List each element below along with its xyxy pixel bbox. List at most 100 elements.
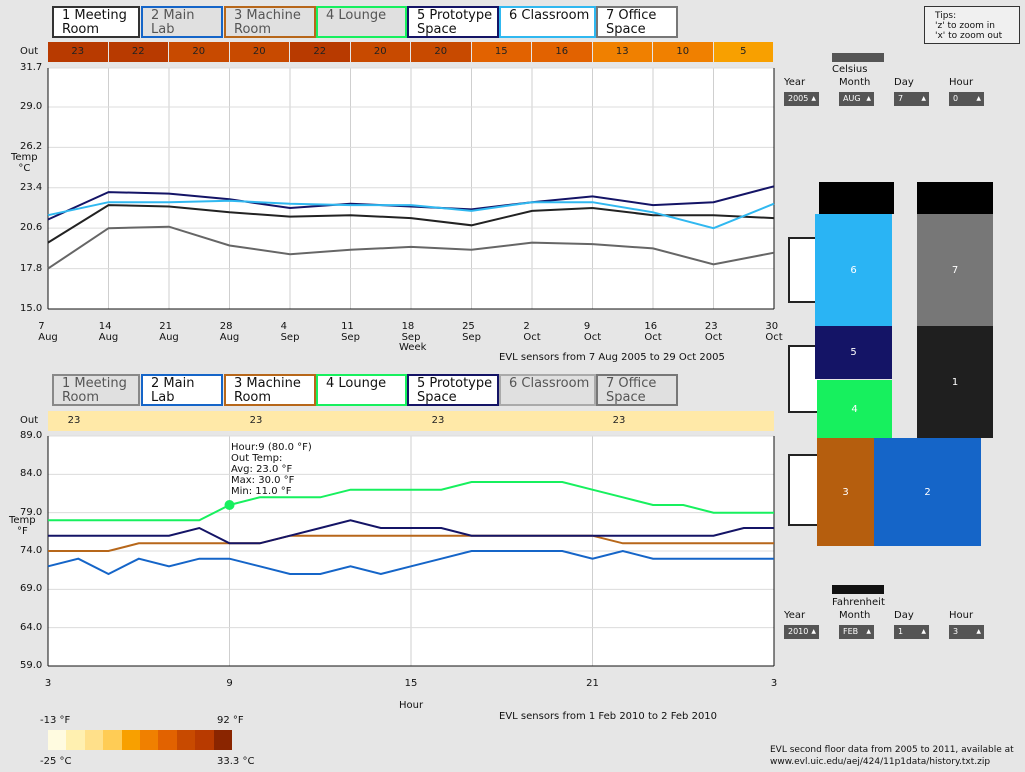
room-6[interactable]: 6 [815, 214, 892, 326]
room-6-label: 6 [850, 264, 857, 276]
y-tick-label: 59.0 [20, 660, 43, 671]
footer-line1: EVL second floor data from 2005 to 2011,… [770, 745, 1014, 755]
series-line-5-prototype-space[interactable] [48, 519, 774, 545]
celsius-bar [832, 53, 884, 62]
scale-swatch [48, 730, 67, 750]
room-7[interactable]: 7 [917, 214, 993, 326]
room-5[interactable]: 5 [815, 326, 892, 379]
y-tick-label: 69.0 [20, 583, 43, 595]
top-y-label: Temp °C [11, 152, 38, 174]
bottom-out-label: Out [20, 415, 39, 426]
series-line-3-machine-room[interactable] [48, 534, 774, 552]
floor-left-annex-1 [788, 237, 820, 303]
tooltip-avg: Avg: 23.0 °F [231, 464, 293, 475]
top-out-cell: 5 [713, 42, 773, 62]
tooltip-hour: Hour:9 (80.0 °F) [231, 442, 312, 453]
bottom-day-select[interactable]: 1 [894, 625, 929, 639]
y-tick-label: 31.7 [20, 62, 43, 73]
bottom-out-cell: 23 [67, 415, 81, 426]
bottom-year-select[interactable]: 2010 [784, 625, 819, 639]
top-year-select[interactable]: 2005 [784, 92, 819, 106]
x-tick-label: 30 Oct [765, 321, 783, 343]
bottom-tab-6[interactable]: 6 Classroom [499, 374, 596, 406]
scale-swatch [103, 730, 122, 750]
x-tick-label: 14 Aug [98, 321, 119, 343]
room-1[interactable]: 1 [917, 326, 993, 438]
x-tick-label: 9 [226, 678, 233, 689]
top-out-cell: 20 [229, 42, 289, 62]
top-month-select[interactable]: AUG [839, 92, 874, 106]
top-out-cell: 13 [592, 42, 652, 62]
y-tick-label: 17.8 [20, 262, 43, 274]
series-line-6-classroom[interactable] [47, 199, 775, 230]
top-tab-5[interactable]: 5 Prototype Space [407, 6, 499, 38]
x-tick-label: 16 Oct [644, 321, 662, 343]
bottom-tab-3[interactable]: 3 Machine Room [224, 374, 316, 406]
y-tick-label: 15.0 [20, 303, 43, 314]
x-tick-label: 21 [586, 678, 599, 689]
bottom-tab-7[interactable]: 7 Office Space [596, 374, 678, 406]
top-month-label: Month [839, 77, 871, 88]
y-tick-label: 23.4 [20, 181, 43, 193]
color-scale [48, 730, 232, 750]
tips-line1: 'z' to zoom in [935, 21, 995, 31]
x-tick-label: 7 Aug [38, 321, 58, 343]
room-1-label: 1 [951, 376, 959, 388]
top-tab-3[interactable]: 3 Machine Room [224, 6, 316, 38]
x-tick-label: 11 Sep [341, 321, 360, 343]
top-tab-2[interactable]: 2 Main Lab [141, 6, 223, 38]
room-3[interactable]: 3 [817, 438, 874, 546]
scale-swatch [66, 730, 85, 750]
floor-top-bar-right [917, 182, 993, 214]
tips-box: Tips: 'z' to zoom in 'x' to zoom out [924, 6, 1020, 44]
top-hour-select[interactable]: 0 [949, 92, 984, 106]
footer-line2: www.evl.uic.edu/aej/424/11p1data/history… [770, 757, 991, 767]
series-line-7-office-space[interactable] [47, 225, 775, 270]
bottom-out-cell: 23 [612, 415, 626, 426]
scale-swatch [158, 730, 177, 750]
room-4-label: 4 [851, 403, 858, 415]
bottom-tab-5[interactable]: 5 Prototype Space [407, 374, 499, 406]
fahrenheit-bar [832, 585, 884, 594]
top-out-strip: 23 22 20 20 22 20 20 15 16 13 10 5 [48, 42, 774, 62]
room-7-label: 7 [951, 264, 959, 276]
tooltip-out: Out Temp: [231, 453, 283, 464]
top-tab-6[interactable]: 6 Classroom [499, 6, 596, 38]
room-4[interactable]: 4 [817, 380, 892, 438]
room-5-label: 5 [850, 347, 857, 358]
y-tick-label: 74.0 [20, 545, 43, 556]
room-3-label: 3 [842, 486, 849, 498]
top-out-cell: 20 [411, 42, 471, 62]
top-tab-1[interactable]: 1 Meeting Room [52, 6, 140, 38]
room-2[interactable]: 2 [874, 438, 981, 546]
bottom-day-label: Day [894, 610, 914, 621]
bottom-tab-2[interactable]: 2 Main Lab [141, 374, 223, 406]
room-2-label: 2 [924, 486, 931, 498]
series-line-5-prototype-space[interactable] [47, 185, 775, 221]
scale-swatch [213, 730, 232, 750]
y-tick-label: 29.0 [20, 100, 43, 112]
celsius-label: Celsius [832, 64, 868, 75]
top-out-cell: 22 [108, 42, 168, 62]
top-out-cell: 20 [350, 42, 410, 62]
x-tick-label: 25 Sep [462, 321, 481, 343]
bottom-tab-1[interactable]: 1 Meeting Room [52, 374, 140, 406]
top-day-select[interactable]: 7 [894, 92, 929, 106]
top-x-label: Week [399, 342, 427, 353]
hover-point[interactable] [224, 500, 235, 510]
bottom-caption: EVL sensors from 1 Feb 2010 to 2 Feb 201… [499, 711, 718, 722]
series-line-1-meeting-room[interactable] [47, 204, 775, 244]
bottom-chart[interactable] [47, 435, 775, 667]
tips-line2: 'x' to zoom out [935, 31, 1003, 41]
bottom-out-cell: 23 [431, 415, 445, 426]
top-tab-4[interactable]: 4 Lounge [316, 6, 407, 38]
bottom-month-label: Month [839, 610, 871, 621]
legend-c-min: -25 °C [40, 756, 72, 767]
series-line-2-main-lab[interactable] [47, 549, 774, 576]
top-tab-7[interactable]: 7 Office Space [596, 6, 678, 38]
series-line-4-lounge[interactable] [48, 481, 774, 522]
bottom-tab-4[interactable]: 4 Lounge [316, 374, 407, 406]
top-chart[interactable] [47, 67, 775, 310]
bottom-month-select[interactable]: FEB [839, 625, 874, 639]
bottom-hour-select[interactable]: 3 [949, 625, 984, 639]
